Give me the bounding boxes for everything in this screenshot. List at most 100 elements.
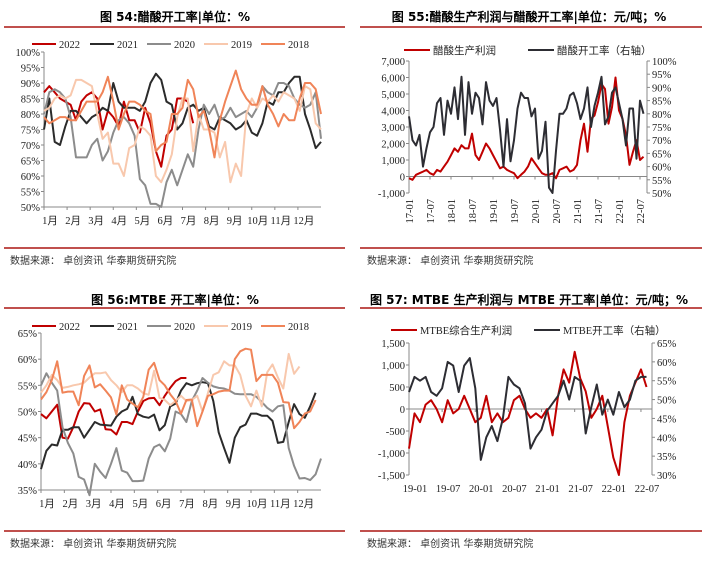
legend-label: 2021 [117,322,138,333]
series-line-MTBE综合生产利润 [408,350,648,476]
x-tick-label: 2月 [62,498,78,510]
legend-label: 2018 [288,322,309,333]
y2-tick-label: 50% [652,189,672,200]
y-tick-label: -1,000 [378,449,405,460]
x-tick-label: 22-01 [602,484,627,495]
x-tick-label: 21-07 [568,484,593,495]
y2-tick-label: 55% [652,176,672,187]
chart-55-source: 数据来源： 卓创资讯 华泰期货研究院 [367,256,534,267]
y2-tick-label: 65% [657,339,677,350]
source-rule [360,247,702,249]
chart-55-title: 图 55:醋酸生产利润与醋酸开工率|单位：元/吨；% [391,10,667,24]
x-tick-label: 17-07 [426,199,437,224]
x-tick-label: 10月 [247,498,268,510]
source-rule [4,247,345,249]
title-rule [4,307,345,309]
y-tick-label: 60% [21,172,41,183]
x-tick-label: 8月 [204,215,220,227]
series-line-醋酸生产利润 [408,76,645,181]
y-tick-label: 500 [389,383,405,394]
series-line-2021 [40,381,317,470]
y-tick-label: 50% [18,408,38,419]
y-tick-label: 80% [21,110,41,121]
chart-54-source: 数据来源： 卓创资讯 华泰期货研究院 [10,256,177,267]
x-tick-label: 5月 [132,498,148,510]
y2-tick-label: 90% [652,83,672,94]
y-tick-label: 35% [18,486,38,497]
y2-tick-label: 35% [657,452,677,463]
x-tick-label: 21-01 [535,484,560,495]
chart-57-title: 图 57: MTBE 生产利润与 MTBE 开工率|单位：元/吨；% [369,293,689,307]
series-line-2019 [43,78,322,184]
x-tick-label: 17-01 [405,199,416,224]
x-tick-label: 19-07 [436,484,461,495]
y-tick-label: 55% [21,188,41,199]
y-tick-label: 95% [21,64,41,75]
x-tick-label: 5月 [134,215,150,227]
chart-57-source: 数据来源： 卓创资讯 华泰期货研究院 [367,539,534,550]
y-tick-label: 60% [18,355,38,366]
legend-label: 2022 [59,322,80,333]
y-tick-label: 85% [21,95,41,106]
x-tick-label: 20-07 [502,484,527,495]
y-tick-label: 0 [400,173,405,184]
y-tick-label: 1,000 [381,361,405,372]
series-line-2021 [43,72,322,150]
legend-label: 2020 [174,322,195,333]
y2-tick-label: 100% [652,57,677,68]
chart-3: -1,500 -1,000 -500 0 500 1,000 1,500 30% 35% 40% 4… [378,324,677,495]
y2-tick-label: 60% [652,163,672,174]
x-tick-label: 22-07 [635,484,660,495]
y-tick-label: 3,000 [381,123,405,134]
x-tick-label: 6月 [156,498,172,510]
series-line-醋酸开工率（右轴） [408,75,645,194]
x-tick-label: 1月 [39,498,55,510]
y-tick-label: 70% [21,141,41,152]
x-tick-label: 9月 [227,215,243,227]
x-tick-label: 10月 [247,215,268,227]
y2-tick-label: 80% [652,110,672,121]
chart-54-title: 图 54:醋酸开工率|单位：% [99,10,251,24]
y-tick-label: 100% [16,48,41,59]
y-tick-label: 1,500 [381,339,405,350]
y2-tick-label: 30% [657,471,677,482]
series-line-MTBE开工率（右轴） [408,357,647,461]
x-tick-label: 19-01 [403,484,428,495]
x-tick-label: 4月 [109,498,125,510]
y-tick-label: -1,500 [378,471,405,482]
y2-tick-label: 95% [652,70,672,81]
legend-label: MTBE开工率（右轴） [563,324,666,337]
y-tick-label: 0 [400,405,405,416]
y-tick-label: 45% [18,434,38,445]
y-tick-label: 7,000 [381,57,405,68]
y-tick-label: -1,000 [378,189,405,200]
legend-label: 2018 [288,40,309,51]
series-line-2020 [43,82,322,208]
chart-1: -1,000 0 1,000 2,000 3,000 4,000 5,000 6,000 7,0… [378,44,677,224]
y-tick-label: 40% [18,460,38,471]
x-tick-label: 11月 [270,498,291,510]
x-tick-label: 3月 [88,215,104,227]
x-tick-label: 7月 [181,215,197,227]
x-tick-label: 4月 [111,215,127,227]
x-tick-label: 18-01 [447,199,458,224]
x-tick-label: 11月 [271,215,292,227]
source-rule [4,530,345,532]
legend-label: 醋酸开工率（右轴） [557,44,652,57]
chart-2: 35% 40% 45% 50% 55% 60% 65% 1月 2月 3月 4月 5月 6月 7月 8月 9月 1… [18,322,322,510]
y2-tick-label: 40% [657,433,677,444]
legend-label: 2019 [231,322,252,333]
x-tick-label: 1月 [42,215,58,227]
legend-label: 2022 [59,40,80,51]
chart-56-source: 数据来源： 卓创资讯 华泰期货研究院 [10,539,177,550]
title-rule [360,307,702,309]
x-tick-label: 22-01 [615,199,626,224]
x-tick-label: 20-07 [552,199,563,224]
x-tick-label: 21-07 [594,199,605,224]
legend-label: 2019 [231,40,252,51]
y2-tick-label: 85% [652,97,672,108]
x-tick-label: 6月 [158,215,174,227]
chart-0: 50% 55% 60% 65% 70% 75% 80% 85% 90% 95% 100% 1月 2月 3月… [16,40,322,227]
y-tick-label: 65% [21,157,41,168]
